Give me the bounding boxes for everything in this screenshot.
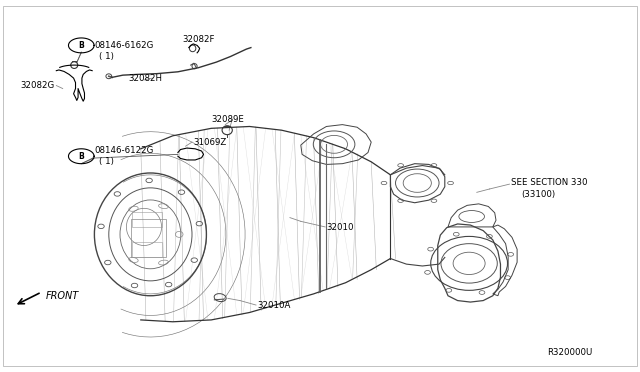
Text: 32082F: 32082F (182, 35, 215, 44)
Text: B: B (79, 152, 84, 161)
Text: ( 1): ( 1) (99, 52, 114, 61)
Text: 32010A: 32010A (257, 301, 291, 310)
Text: ( 1): ( 1) (99, 157, 114, 166)
Text: FRONT: FRONT (46, 291, 79, 301)
Text: (33100): (33100) (522, 190, 556, 199)
Text: R320000U: R320000U (547, 348, 593, 357)
Text: 32010: 32010 (326, 223, 354, 232)
Text: 08146-6162G: 08146-6162G (95, 41, 154, 50)
Text: 32089E: 32089E (211, 115, 244, 124)
Text: B: B (79, 41, 84, 50)
Text: 32082H: 32082H (128, 74, 162, 83)
Text: 32082G: 32082G (20, 81, 55, 90)
Text: SEE SECTION 330: SEE SECTION 330 (511, 178, 588, 187)
Text: 08146-6122G: 08146-6122G (95, 146, 154, 155)
Text: 31069Z: 31069Z (193, 138, 227, 147)
